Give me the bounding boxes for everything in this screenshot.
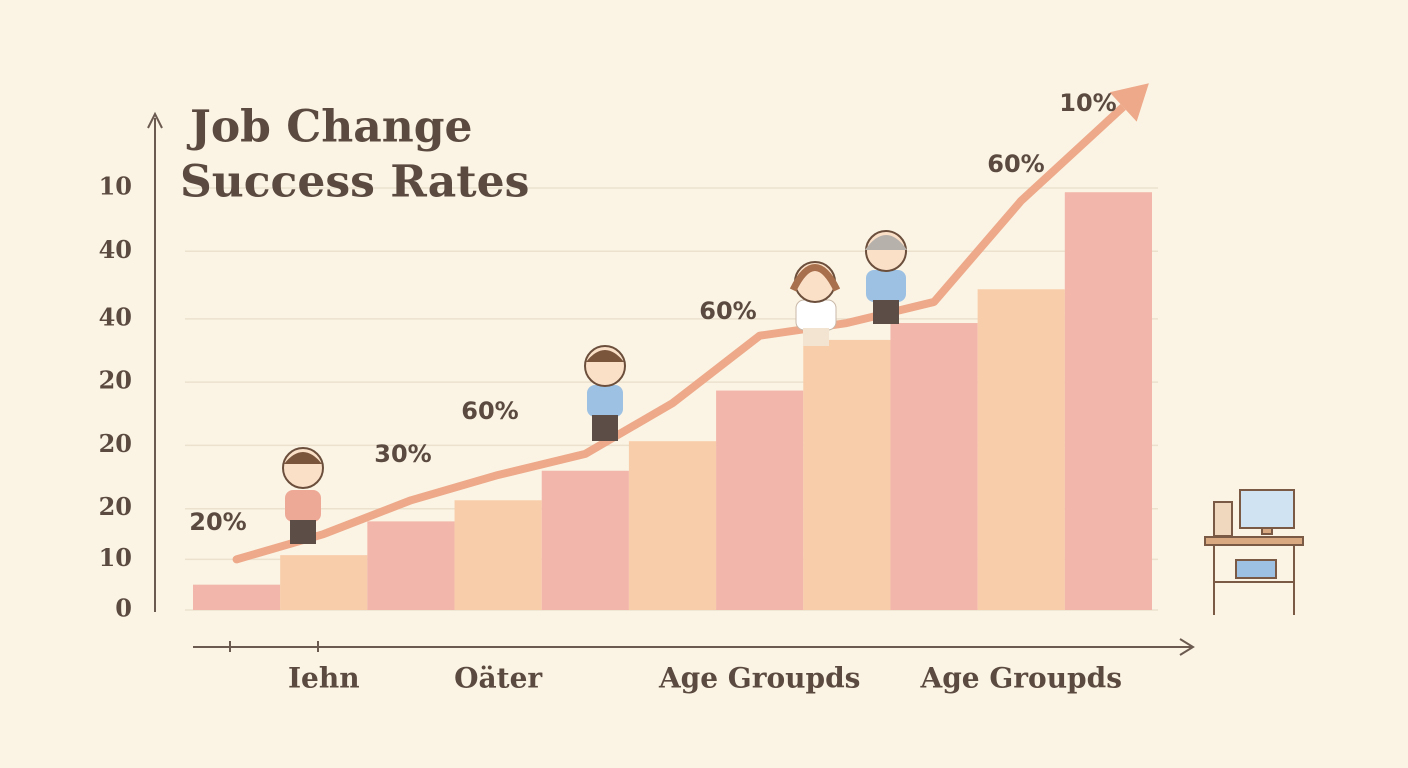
y-tick-label: 40 (99, 302, 132, 331)
bar (541, 470, 629, 610)
annotation: 20% (189, 508, 246, 536)
chart-title: Success Rates (180, 157, 529, 208)
bar (803, 339, 891, 610)
trend (232, 83, 1149, 564)
y-tick-label: 20 (99, 429, 132, 458)
y-axis-arrow (147, 111, 163, 129)
x-axis-arrow (1179, 638, 1195, 656)
x-tick-label: Age Groupds (919, 662, 1121, 695)
figure (865, 230, 907, 324)
bar (628, 441, 717, 610)
bar (977, 289, 1065, 610)
y-tick-label: 10 (99, 172, 132, 201)
labels: 0 10 20 20 20 40 40 10 Iehn Oäter Age Groupds Age G… (99, 89, 1122, 695)
bar (193, 584, 281, 610)
figure (282, 447, 324, 544)
chart-title: Job Change (186, 102, 473, 153)
bar (454, 500, 542, 610)
trend-line-end (1105, 103, 1126, 124)
annotation: 10% (1059, 89, 1116, 117)
annotation: 60% (461, 397, 518, 425)
x-tick-label: Iehn (288, 662, 360, 695)
x-tick-label: Oäter (454, 662, 543, 695)
bar (367, 521, 455, 610)
bars (193, 192, 1152, 610)
figure (584, 345, 626, 441)
figure (789, 261, 841, 346)
trend-line (232, 116, 1113, 564)
annotation: 60% (987, 150, 1044, 178)
y-tick-label: 10 (99, 543, 132, 572)
y-tick-label: 20 (99, 492, 132, 521)
desk (1204, 489, 1304, 615)
annotation: 30% (374, 440, 431, 468)
y-tick-label: 40 (99, 235, 132, 264)
bar (280, 555, 368, 610)
bar (1064, 192, 1152, 610)
bar (716, 390, 804, 610)
annotation: 60% (699, 297, 756, 325)
trend-arrowhead (1109, 83, 1149, 122)
y-tick-label: 0 (115, 594, 132, 623)
bar (890, 323, 978, 610)
x-tick-label: Age Groupds (658, 662, 860, 695)
y-tick-label: 20 (99, 366, 132, 395)
